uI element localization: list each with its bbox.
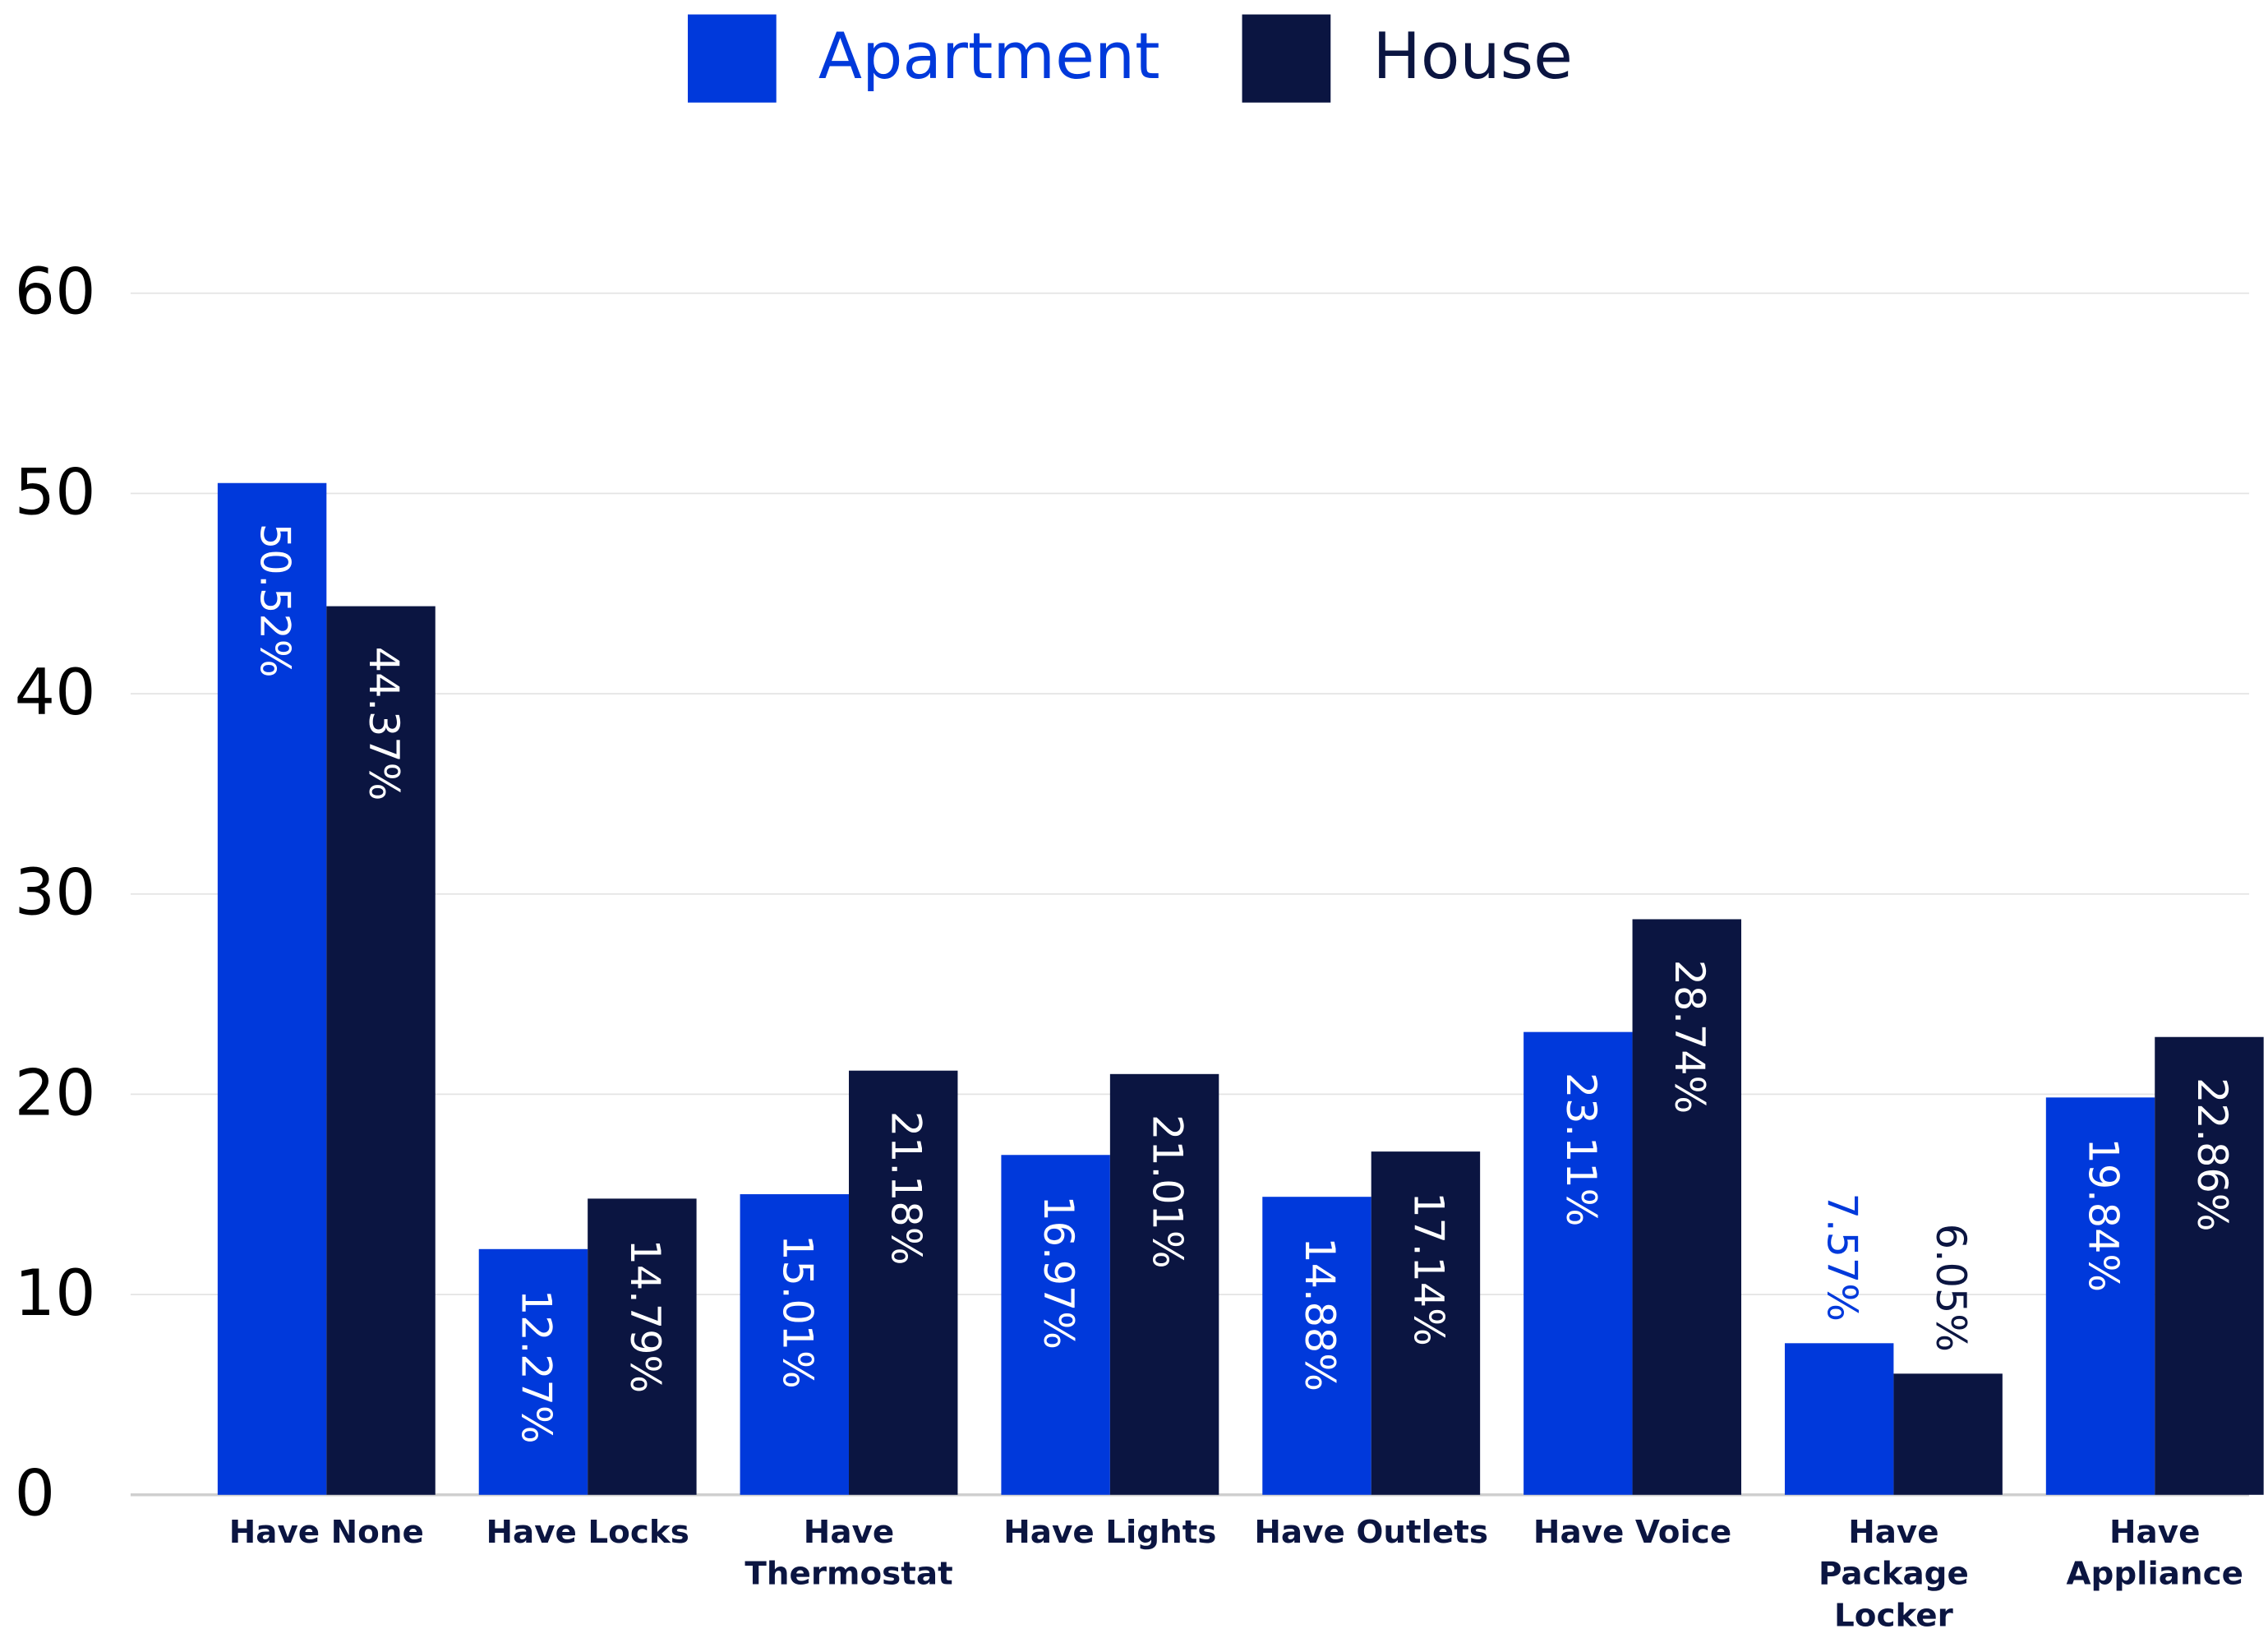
y-tick-label: 40 [15, 656, 96, 730]
legend-label: House [1372, 20, 1572, 94]
x-tick-label: Have Outlets [1254, 1515, 1488, 1552]
data-label: 21.01% [1144, 1114, 1192, 1269]
x-tick-label: Have Appliance [2066, 1515, 2244, 1594]
data-label: 21.18% [883, 1111, 930, 1266]
x-tick-label: Have Voice [1533, 1515, 1732, 1552]
legend-label: Apartment [818, 20, 1160, 94]
x-tick-label: Have Thermostat [744, 1515, 953, 1594]
data-label: 23.11% [1557, 1073, 1605, 1227]
data-label: 17.14% [1404, 1192, 1452, 1346]
bar [217, 482, 327, 1495]
legend-swatch [688, 14, 777, 103]
bar [1262, 1197, 1371, 1495]
x-tick-label: Have None [228, 1515, 424, 1552]
data-label: 15.01% [773, 1234, 821, 1389]
x-tick-label: Have Package Locker [1818, 1515, 1969, 1636]
data-label: 44.37% [360, 647, 408, 801]
bar [1524, 1031, 1633, 1495]
bar [1371, 1151, 1481, 1495]
data-label: 14.88% [1296, 1237, 1344, 1391]
data-label: 50.52% [251, 524, 299, 678]
data-label: 7.57% [1819, 1193, 1866, 1322]
bar [1109, 1073, 1219, 1495]
bar [1632, 919, 1741, 1495]
data-label: 12.27% [512, 1290, 560, 1444]
y-tick-label: 10 [15, 1257, 96, 1331]
bar [2155, 1036, 2264, 1495]
y-tick-label: 20 [15, 1057, 96, 1131]
y-tick-label: 60 [15, 256, 96, 330]
data-label: 19.84% [2079, 1138, 2127, 1293]
bar [588, 1198, 697, 1495]
bar [326, 606, 436, 1495]
data-label: 14.79% [621, 1239, 669, 1394]
bar [478, 1248, 588, 1495]
bar [740, 1194, 850, 1495]
bar [1784, 1343, 1894, 1495]
bar [1001, 1155, 1110, 1495]
x-tick-label: Have Lights [1003, 1515, 1217, 1552]
data-label: 16.97% [1035, 1195, 1082, 1350]
bar [849, 1070, 958, 1495]
data-label: 6.05% [1927, 1224, 1975, 1352]
y-tick-label: 50 [15, 456, 96, 530]
x-tick-label: Have Locks [486, 1515, 689, 1552]
y-tick-label: 0 [15, 1457, 55, 1531]
bar [2045, 1097, 2155, 1495]
legend-swatch [1242, 14, 1331, 103]
data-label: 22.86% [2188, 1077, 2236, 1232]
bar [1893, 1373, 2003, 1495]
y-tick-label: 30 [15, 856, 96, 930]
data-label: 28.74% [1666, 960, 1713, 1114]
